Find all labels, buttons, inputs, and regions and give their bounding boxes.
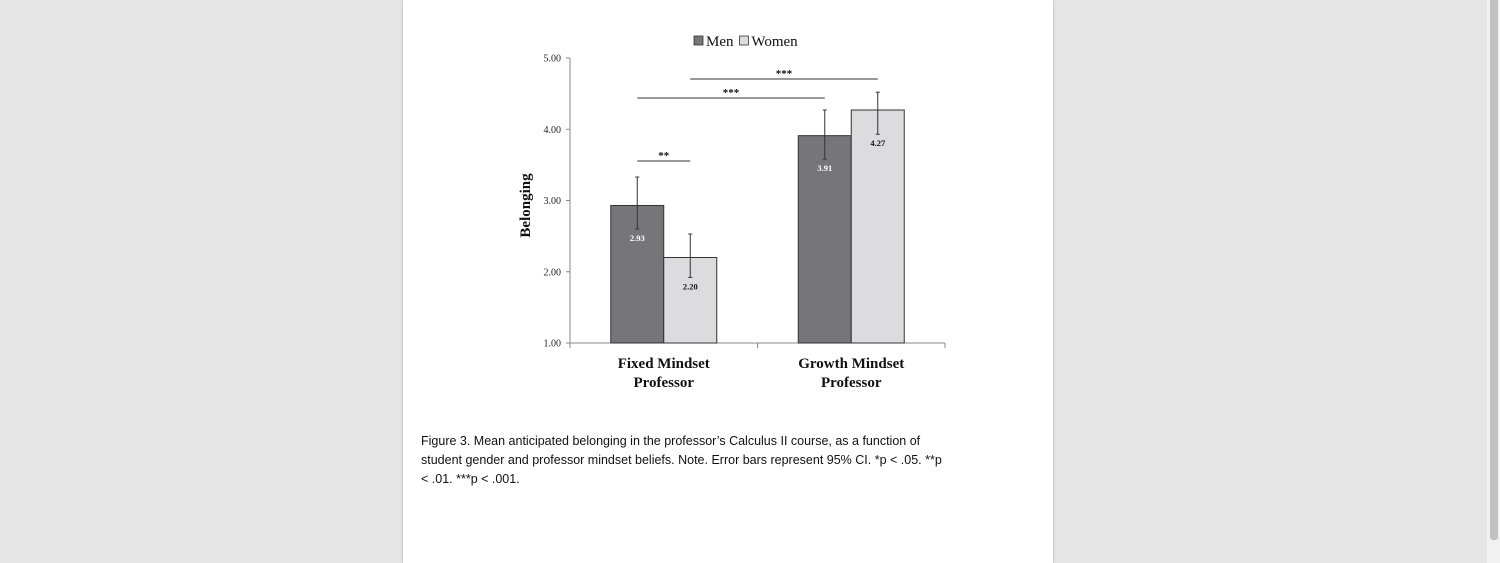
legend-label-women: Women — [751, 34, 798, 50]
scrollbar-thumb[interactable] — [1490, 0, 1498, 540]
x-tick-label: Professor — [633, 375, 694, 391]
y-tick-label: 3.00 — [544, 196, 562, 207]
legend-swatch-women — [739, 35, 749, 46]
significance-stars: *** — [776, 68, 793, 80]
significance-stars: ** — [658, 150, 670, 162]
y-tick-label: 4.00 — [544, 125, 562, 136]
bar-women — [850, 109, 905, 344]
y-tick-label: 1.00 — [544, 339, 562, 350]
data-label: 2.93 — [630, 233, 645, 243]
significance-brackets: ******** — [637, 68, 878, 162]
chart-bars — [610, 109, 905, 344]
x-tick-label: Fixed Mindset — [618, 356, 710, 372]
figure-caption: Figure 3. Mean anticipated belonging in … — [421, 434, 942, 486]
data-label: 4.27 — [870, 138, 886, 148]
y-axis-label: Belonging — [518, 173, 534, 238]
document-page — [403, 0, 1053, 563]
error-bars — [635, 91, 880, 278]
chart-legend: Men Women — [693, 34, 798, 50]
legend-label-men: Men — [706, 34, 734, 50]
significance-stars: *** — [723, 87, 740, 99]
x-tick-label: Professor — [821, 375, 882, 391]
data-label: 3.91 — [817, 163, 832, 173]
y-tick-label: 2.00 — [544, 267, 562, 278]
legend-swatch-men — [693, 35, 704, 46]
y-tick-label: 5.00 — [544, 54, 562, 65]
x-tick-label: Growth Mindset — [798, 356, 904, 372]
data-label: 2.20 — [683, 281, 698, 291]
chart-labels: 2.93 2.20 Fixed Mindset Professor 3.91 4.27 Gr… — [618, 138, 905, 391]
